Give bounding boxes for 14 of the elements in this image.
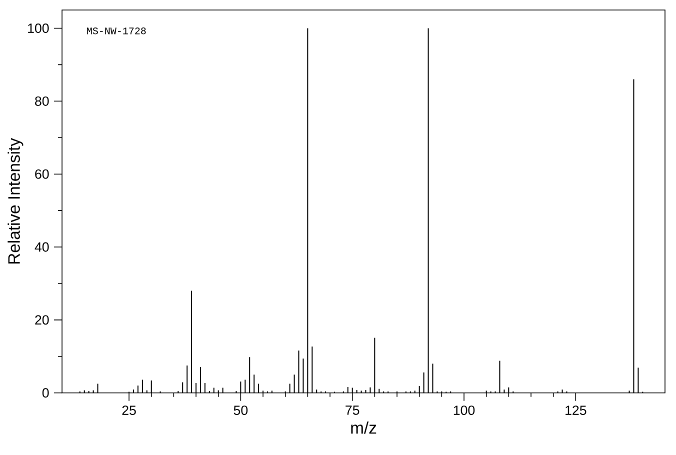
annotation: MS-NW-1728	[87, 28, 146, 34]
y-tick-label: 0	[42, 388, 49, 398]
y-tick-label: 80	[35, 96, 49, 106]
x-tick-label: 125	[566, 406, 586, 416]
y-tick-label: 100	[28, 24, 49, 33]
y-axis-title: Relative Intensity	[8, 138, 24, 264]
x-tick-label: 25	[122, 406, 136, 416]
y-tick-label: 60	[35, 169, 49, 179]
x-tick-label: 75	[346, 406, 360, 415]
x-tick-label: 50	[234, 406, 248, 416]
y-tick-label: 40	[34, 242, 49, 252]
x-axis-title: m/z	[351, 422, 376, 434]
x-tick-label: 100	[454, 406, 475, 416]
y-tick-label: 20	[35, 315, 49, 325]
